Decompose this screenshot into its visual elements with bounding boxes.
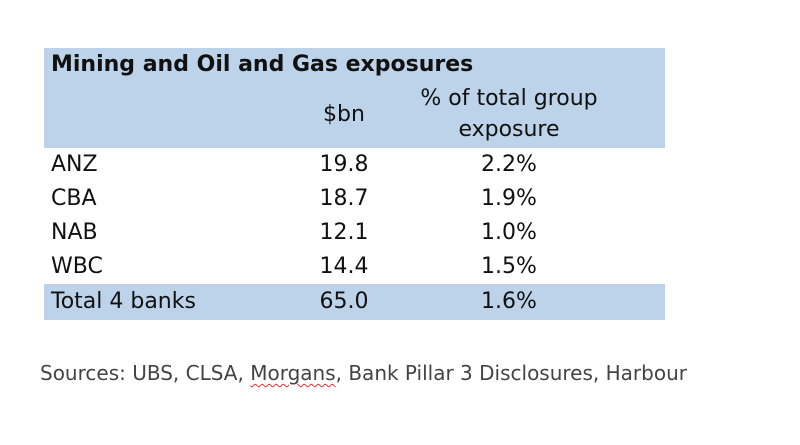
- header-pct-line2: exposure: [458, 117, 560, 142]
- header-pct: % of total group exposure: [399, 83, 619, 145]
- header-bn: $bn: [323, 102, 365, 127]
- total-bn: 65.0: [319, 289, 369, 314]
- total-name: Total 4 banks: [51, 289, 196, 314]
- row-name: CBA: [51, 186, 97, 211]
- sources-prefix: Sources: UBS, CLSA,: [40, 361, 251, 385]
- header-pct-line1: % of total group: [420, 86, 598, 111]
- sources-flagged-word: Morgans: [250, 361, 336, 385]
- table-row-total: Total 4 banks 65.0 1.6%: [44, 284, 665, 320]
- table-row-wbc: WBC 14.4 1.5%: [44, 250, 665, 284]
- table-title: Mining and Oil and Gas exposures: [44, 48, 665, 81]
- sources-note: Sources: UBS, CLSA, Morgans, Bank Pillar…: [40, 361, 687, 385]
- row-name: NAB: [51, 220, 98, 245]
- row-pct: 1.5%: [481, 254, 537, 279]
- table-header: $bn % of total group exposure: [44, 81, 665, 148]
- table-row-anz: ANZ 19.8 2.2%: [44, 148, 665, 182]
- exposure-table: Mining and Oil and Gas exposures $bn % o…: [44, 48, 665, 320]
- row-bn: 12.1: [319, 220, 369, 245]
- row-bn: 18.7: [319, 186, 369, 211]
- row-pct: 2.2%: [481, 152, 537, 177]
- row-name: ANZ: [51, 152, 98, 177]
- row-pct: 1.0%: [481, 220, 537, 245]
- row-bn: 19.8: [319, 152, 369, 177]
- sources-suffix: , Bank Pillar 3 Disclosures, Harbour: [335, 361, 687, 385]
- row-bn: 14.4: [319, 254, 369, 279]
- row-pct: 1.9%: [481, 186, 537, 211]
- row-name: WBC: [51, 254, 103, 279]
- table-row-cba: CBA 18.7 1.9%: [44, 182, 665, 216]
- total-pct: 1.6%: [481, 289, 537, 314]
- table-row-nab: NAB 12.1 1.0%: [44, 216, 665, 250]
